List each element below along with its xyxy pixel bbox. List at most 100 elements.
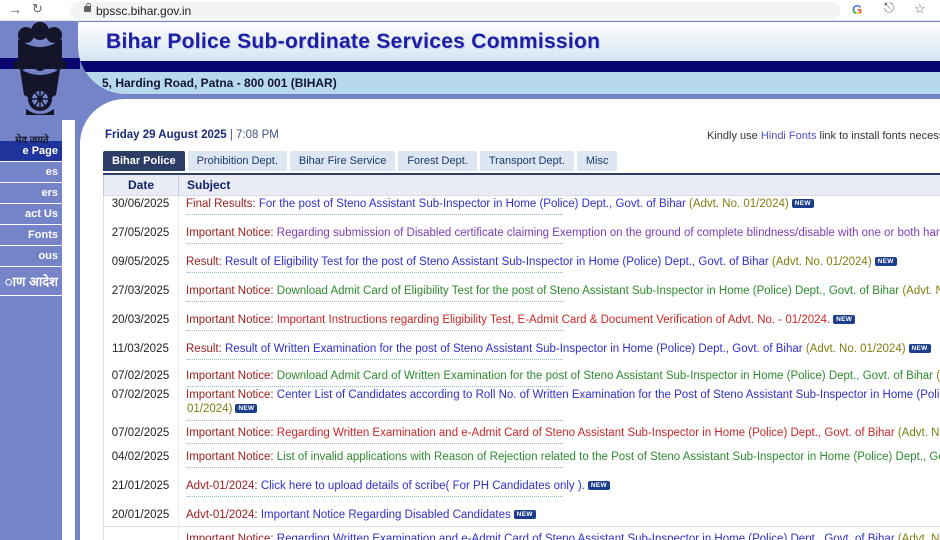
table-row: 07/02/2025 Important Notice: Regarding Wr… <box>103 425 940 444</box>
notice-link[interactable]: Click here to upload details of scribe( … <box>260 480 585 492</box>
notice-subject: Important Notice: Regarding submission o… <box>178 225 940 239</box>
tab-underline <box>103 173 940 175</box>
row-separator <box>103 526 940 527</box>
table-row: 07/02/2025 Important Notice: Download Adm… <box>103 368 940 387</box>
notice-subject: Important Notice: Download Admit Card of… <box>178 283 940 297</box>
notice-link[interactable]: Important Notice Regarding Disabled Cand… <box>260 509 511 521</box>
notice-prefix: Important Notice: <box>186 314 277 326</box>
notice-prefix: Result: <box>186 256 225 268</box>
notice-link[interactable]: Regarding Written Examination and e-Admi… <box>276 533 895 540</box>
sidebar-item-5[interactable]: ous <box>0 246 62 267</box>
sidebar-scrollbar[interactable] <box>62 120 75 540</box>
tab-bihar-fire-service[interactable]: Bihar Fire Service <box>289 151 396 171</box>
notice-date <box>103 531 178 540</box>
notice-wrap-line: 01/2024) NEW <box>187 401 940 415</box>
dotted-underline <box>187 243 563 244</box>
dotted-underline <box>187 496 563 497</box>
table-row: 04/02/2025 Important Notice: List of inva… <box>103 449 940 468</box>
table-row: 27/05/2025 Important Notice: Regarding su… <box>103 225 940 244</box>
table-row: 07/02/2025 Important Notice: Center List … <box>103 387 940 421</box>
notice-prefix: Advt-01/2024: <box>186 509 261 521</box>
forward-icon[interactable]: → <box>8 1 22 17</box>
sidebar-item-1[interactable]: es <box>0 162 62 183</box>
notice-link[interactable]: Regarding submission of Disabled certifi… <box>276 227 940 239</box>
lock-icon <box>84 3 91 12</box>
column-header-subject: Subject <box>187 178 231 192</box>
table-left-border <box>103 196 104 540</box>
sidebar-item-3[interactable]: act Us <box>0 204 62 225</box>
site-title: Bihar Police Sub-ordinate Services Commi… <box>106 30 601 53</box>
address-bar[interactable]: bpssc.bihar.gov.in <box>70 2 840 19</box>
notice-subject: Important Notice: Regarding Written Exam… <box>178 425 940 439</box>
notice-date: 20/01/2025 <box>111 509 170 521</box>
bookmark-star-icon[interactable]: ☆ <box>914 1 926 16</box>
hindi-fonts-note: Kindly use Hindi Fonts link to install f… <box>707 130 940 142</box>
notice-prefix: Important Notice: <box>186 389 277 401</box>
notice-subject: Important Notice: Center List of Candida… <box>178 387 940 401</box>
notice-date: 07/02/2025 <box>111 427 170 439</box>
new-badge: NEW <box>235 404 258 413</box>
notice-prefix: Important Notice: <box>186 285 277 297</box>
advt-number: (Advt. No. 01/2024) <box>936 370 940 382</box>
notice-link[interactable]: Important Instructions regarding Eligibi… <box>276 314 831 326</box>
table-row: 21/01/2025 Advt-01/2024: Click here to up… <box>103 478 940 497</box>
notice-subject: Result: Result of Written Examination fo… <box>178 341 940 355</box>
dotted-underline <box>187 386 563 387</box>
notice-link[interactable]: Result of Written Examination for the po… <box>225 343 803 355</box>
notice-prefix: Important Notice: <box>186 427 277 439</box>
advt-number: (Advt. No. 01/2024) <box>897 427 940 439</box>
new-badge: NEW <box>587 481 610 490</box>
banner: Bihar Police Sub-ordinate Services Commi… <box>78 22 940 61</box>
dotted-underline <box>187 359 563 360</box>
notice-link[interactable]: Download Admit Card of Eligibility Test … <box>276 285 900 297</box>
url-text[interactable]: bpssc.bihar.gov.in <box>96 3 192 18</box>
date-time-bar: Friday 29 August 2025 | 7:08 PM <box>105 129 279 141</box>
sidebar-item-4[interactable]: Fonts <box>0 225 62 246</box>
dotted-underline <box>187 214 563 215</box>
new-badge: NEW <box>874 257 897 266</box>
sidebar-menu: e Page es ers act Us Fonts ousाण आदेश <box>0 141 62 296</box>
current-time: 7:08 PM <box>236 129 279 141</box>
notice-date: 04/02/2025 <box>111 451 170 463</box>
tab-prohibition-dept[interactable]: Prohibition Dept. <box>187 151 287 171</box>
address-strip: 5, Harding Road, Patna - 800 001 (BIHAR) <box>78 72 940 94</box>
notice-date: 11/03/2025 <box>112 343 169 355</box>
tab-misc[interactable]: Misc <box>576 151 618 171</box>
site-header: Bihar Police Sub-ordinate Services Commi… <box>78 22 940 94</box>
new-badge: NEW <box>908 344 931 353</box>
notice-link[interactable]: Regarding Written Examination and e-Admi… <box>276 427 895 439</box>
department-tabs: Bihar Police Prohibition Dept. Bihar Fire … <box>103 151 618 171</box>
table-row: 11/03/2025 Result: Result of Written Exam… <box>103 341 940 360</box>
notice-prefix: Important Notice: <box>186 370 277 382</box>
notice-link[interactable]: List of invalid applications with Reason… <box>276 451 940 463</box>
table-row: 30/06/2025 Final Results: For the post of… <box>103 196 940 215</box>
dotted-underline <box>187 272 563 273</box>
reload-icon[interactable]: ↻ <box>32 1 43 16</box>
sidebar-item-2[interactable]: ers <box>0 183 62 204</box>
share-icon[interactable]: ⎋ <box>884 0 895 15</box>
sidebar-item-6[interactable]: ाण आदेश <box>0 267 62 296</box>
hindi-fonts-link[interactable]: Hindi Fonts <box>760 130 817 142</box>
notice-date: 27/03/2025 <box>111 285 170 297</box>
tab-bihar-police[interactable]: Bihar Police <box>103 151 185 171</box>
table-row: 20/01/2025 Advt-01/2024: Important Notice… <box>103 507 940 521</box>
tab-transport-dept[interactable]: Transport Dept. <box>479 151 574 171</box>
tab-forest-dept[interactable]: Forest Dept. <box>398 151 477 171</box>
google-logo-icon[interactable]: G <box>852 2 863 17</box>
advt-number: (Advt. No. 01/2024) <box>802 343 906 355</box>
table-row: 27/03/2025 Important Notice: Download Adm… <box>103 283 940 302</box>
notice-prefix: Important Notice: <box>186 533 277 540</box>
notice-link[interactable]: Center List of Candidates according to R… <box>276 389 940 401</box>
notice-subject: Important Notice: Download Admit Card of… <box>178 368 940 382</box>
browser-bar: → ↻ bpssc.bihar.gov.in G ⎋ ☆ <box>0 0 940 21</box>
notice-link[interactable]: Result of Eligibility Test for the post … <box>225 256 769 268</box>
new-badge: NEW <box>833 315 856 324</box>
notice-table: 30/06/2025 Final Results: For the post of… <box>103 196 940 540</box>
advt-number: (Advt. No. 01/2024) <box>902 285 940 297</box>
notice-prefix: Advt-01/2024: <box>186 480 261 492</box>
notice-link[interactable]: For the post of Steno Assistant Sub-Insp… <box>258 198 686 210</box>
separator: | <box>226 129 237 141</box>
notice-link[interactable]: Download Admit Card of Written Examinati… <box>276 370 934 382</box>
column-header-date: Date <box>104 175 179 195</box>
sidebar-item-0[interactable]: e Page <box>0 141 62 162</box>
